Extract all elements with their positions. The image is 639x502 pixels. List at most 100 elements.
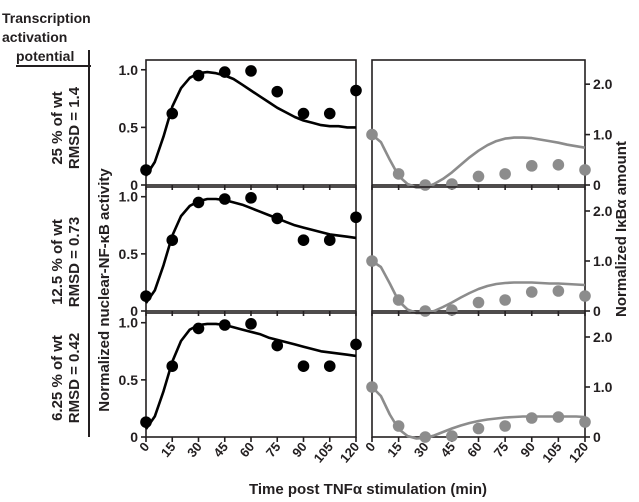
y-tick-label: 0.5 [119,372,139,388]
model-curve [371,259,586,315]
data-point [323,234,336,246]
data-point [323,360,336,372]
data-point [323,107,336,120]
data-point [419,431,432,443]
y-tick-label: 1.0 [593,127,613,143]
x-tick-label: 0 [362,439,378,454]
data-point [579,416,591,428]
y-tick-label: 2.0 [593,76,613,92]
panel-nfkb-25: 0 0.5 1.0 [119,59,362,193]
data-point [297,107,310,120]
y-tick-label: 0 [130,303,138,319]
y-tick-label: 2.0 [593,203,613,219]
y-tick-label: 1.0 [593,379,613,395]
x-tick-label: 0 [136,439,152,454]
x-tick-label: 105 [311,439,336,465]
y-tick-label: 0 [130,429,138,445]
x-tick-label: 15 [158,439,179,460]
y-tick-label: 0.5 [119,119,139,135]
x-tick-label: 45 [437,439,458,460]
y-tick-label: 1.0 [119,189,139,205]
data-point [140,416,152,428]
row-label-pct: 12.5 % of wt [49,219,66,305]
data-point [499,420,511,432]
panel-ikba-12.5: 0 1.0 2.0 [366,186,613,319]
x-tick-label: 30 [411,439,432,460]
x-tick-labels: 0 15 30 45 60 75 90 105 120 0 15 30 45 60 75 90 105 120 [136,439,591,465]
y-tick-label: 0 [593,303,601,319]
y-tick-label: 0 [130,177,138,193]
x-tick-label: 60 [237,439,258,460]
model-curve [144,197,357,304]
data-point [552,411,565,423]
data-point [446,178,458,190]
data-point [192,69,205,82]
panel-nfkb-6.25: 0 0.5 1.0 [119,312,362,445]
panel-frame [145,186,357,312]
y-tick-label: 2.0 [593,329,613,345]
data-point [350,211,362,224]
model-curve [371,386,586,440]
data-point [392,168,405,180]
data-point [579,164,591,176]
data-point [392,420,405,432]
data-point [499,294,511,306]
ylabel-right: Normalized IκBα amount [613,141,630,317]
data-point [218,319,231,331]
x-tick-label: 30 [184,439,205,460]
data-point [499,168,511,180]
x-tick-label: 75 [263,439,284,460]
row-label-pct: 6.25 % of wt [49,335,66,421]
data-point [350,338,362,351]
data-point [245,65,257,77]
data-point [366,255,378,267]
data-point [271,85,284,98]
x-tick-label: 90 [517,439,538,460]
x-tick-label: 105 [539,439,564,465]
y-tick-label: 1.0 [593,253,613,269]
header-line1: Transcription [2,10,91,26]
data-point [245,318,257,330]
row-labels: 25 % of wt RMSD = 1.412.5 % of wt RMSD = 0… [49,50,90,437]
x-tick-label: 75 [491,439,512,460]
data-point [271,212,284,225]
data-point [525,160,538,172]
y-tick-label: 1.0 [119,315,139,331]
x-tick-label: 15 [384,439,405,460]
panel-frame [145,59,357,186]
data-point [297,360,310,372]
data-point [350,84,362,97]
data-point [525,412,538,424]
data-point [218,193,231,205]
data-point [218,66,231,78]
panel-ikba-25: 0 1.0 2.0 [366,59,613,193]
data-point [579,290,591,302]
y-tick-label: 0 [593,429,601,445]
header: Transcription activation potential [2,10,91,67]
row-label-rmsd: RMSD = 0.73 [66,217,83,307]
y-tick-label: 1.0 [119,62,139,78]
row-label-rmsd: RMSD = 1.4 [66,86,83,169]
panel-ikba-6.25: 0 1.0 2.0 [366,312,613,445]
data-point [140,290,152,302]
data-point [140,164,152,176]
header-line3: potential [16,48,74,64]
data-point [192,322,205,335]
header-line2: activation [2,29,67,45]
panel-nfkb-12.5: 0 0.5 1.0 [119,186,362,319]
model-curve [144,70,356,177]
data-point [472,170,485,183]
data-point [446,430,458,442]
data-point [366,381,378,393]
data-point [271,339,284,352]
data-point [392,294,405,306]
panels: 00.51.000.51.000.51.001.02.001.02.001.02… [119,59,613,466]
data-point [245,192,257,204]
x-tick-label: 45 [210,439,231,460]
xlabel: Time post TNFα stimulation (min) [249,481,487,498]
x-tick-label: 90 [289,439,310,460]
data-point [192,196,205,209]
x-tick-label: 60 [464,439,485,460]
data-point [166,107,179,120]
